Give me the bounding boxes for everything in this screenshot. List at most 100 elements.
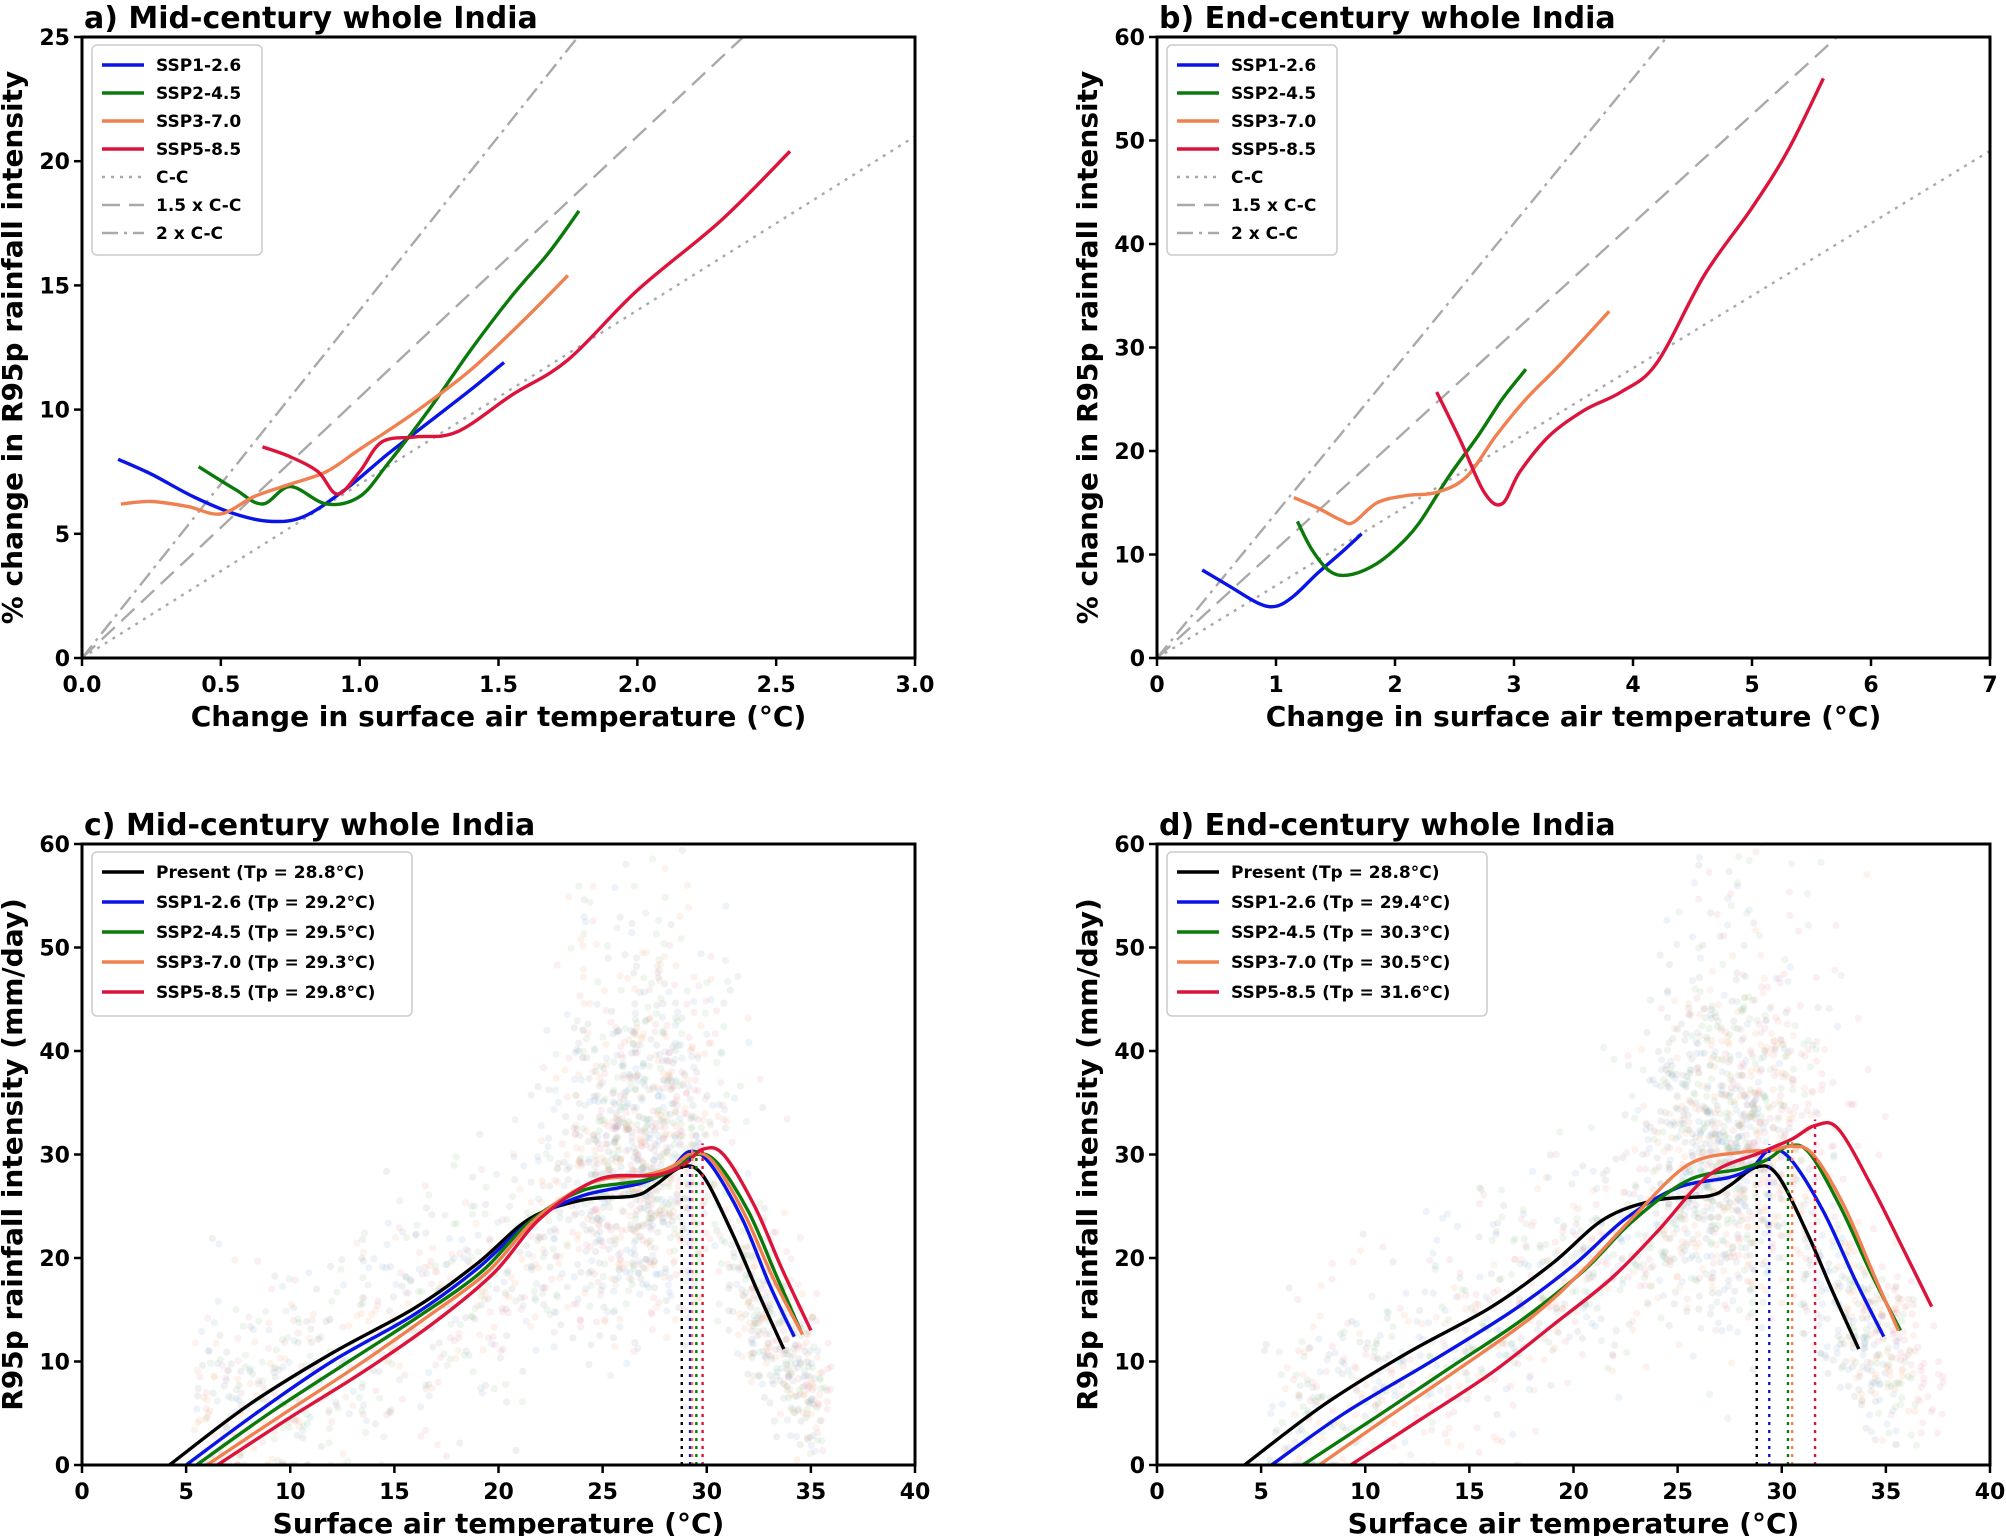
scatter-point [1725,1277,1733,1285]
scatter-point [611,1124,619,1132]
scatter-point [468,1210,477,1218]
scatter-point [454,1346,462,1355]
scatter-point [709,794,716,801]
scatter-point [1743,909,1751,918]
scatter-point [632,1031,640,1039]
scatter-point [359,1401,368,1409]
scatter-point [616,1092,624,1100]
scatter-point [239,1322,247,1330]
scatter-point [1604,1253,1612,1261]
scatter-point [1317,1393,1325,1402]
scatter-point [754,1327,762,1335]
scatter-point [634,1269,643,1277]
y-tick-label: 40 [1114,233,1145,258]
scatter-point [807,1373,815,1381]
scatter-point [1630,1268,1638,1276]
scatter-point [422,1385,430,1393]
scatter-point [611,884,619,892]
scatter-point [625,1070,633,1078]
scatter-point [711,1242,719,1250]
scatter-point [1901,1353,1909,1361]
scatter-point [1715,1130,1723,1138]
scatter-point [653,1001,661,1009]
scatter-point [1723,1240,1731,1248]
scatter-point [668,1202,676,1210]
scatter-point [1663,1118,1671,1126]
series-line-1 [197,209,581,507]
scatter-point [595,1117,603,1125]
scatter-point [1700,1005,1708,1013]
scatter-point [587,1281,595,1289]
scatter-point [714,1112,722,1121]
scatter-point [1746,1141,1755,1150]
scatter-point [246,1365,254,1373]
scatter-point [1501,1340,1509,1348]
scatter-point [1347,1372,1355,1380]
scatter-point [1684,1203,1692,1211]
scatter-point [519,1301,527,1309]
scatter-point [764,1301,773,1309]
scatter-point [722,902,730,910]
scatter-point [571,1130,580,1138]
scatter-point [1846,1280,1854,1288]
scatter-point [249,1370,257,1378]
scatter-point [808,1313,817,1321]
scatter-point [1738,1060,1746,1068]
scatter-point [1300,1348,1308,1356]
scatter-point [735,1310,744,1318]
scatter-point [1733,998,1741,1006]
scatter-point [1680,1114,1688,1122]
scatter-point [807,1359,816,1367]
scatter-point [1667,1254,1675,1262]
scatter-point [1686,1011,1694,1020]
scatter-point [1745,1015,1754,1023]
scatter-point [1844,1100,1852,1108]
scatter-point [364,1281,372,1289]
scatter-point [1876,1310,1884,1319]
scatter-point [623,1123,631,1131]
scatter-point [1851,1296,1859,1305]
scatter-point [628,919,636,928]
scatter-point [1692,1038,1700,1046]
series-line-3 [261,150,792,496]
scatter-point [1695,1105,1703,1113]
scatter-point [669,1217,677,1225]
scatter-point [1824,1315,1832,1323]
scatter-point [1770,1064,1778,1072]
scatter-point [1522,1242,1530,1250]
scatter-point [626,1073,634,1081]
scatter-point [456,1439,464,1447]
scatter-point [1904,1351,1912,1359]
scatter-point [1868,1367,1876,1375]
scatter-point [1713,1055,1721,1063]
scatter-point [1725,868,1733,876]
scatter-point [742,1289,750,1297]
scatter-point [1737,1216,1745,1225]
scatter-point [1735,1051,1743,1059]
scatter-point [576,1156,584,1164]
scatter-point [1696,988,1704,996]
scatter-point [1876,1380,1884,1388]
scatter-point [1679,1071,1687,1079]
scatter-point [1713,1105,1721,1114]
scatter-point [1670,997,1679,1005]
scatter-point [682,1110,690,1118]
scatter-point [1426,1256,1434,1264]
scatter-point [1771,1044,1779,1052]
scatter-point [555,1274,564,1282]
scatter-point [1835,1225,1843,1233]
scatter-point [1441,1342,1449,1350]
scatter-point [1789,1110,1798,1118]
scatter-point [658,1156,666,1164]
scatter-point [481,1288,489,1296]
scatter-point [692,1131,700,1139]
scatter-point [1371,1402,1379,1410]
scatter-point [569,1334,577,1342]
scatter-point [1639,1260,1648,1268]
scatter-point [284,1333,292,1341]
scatter-point [387,1405,395,1414]
scatter-point [654,1195,662,1203]
scatter-point [382,1167,391,1175]
scatter-point [1789,1085,1797,1094]
scatter-point [1765,1192,1773,1200]
